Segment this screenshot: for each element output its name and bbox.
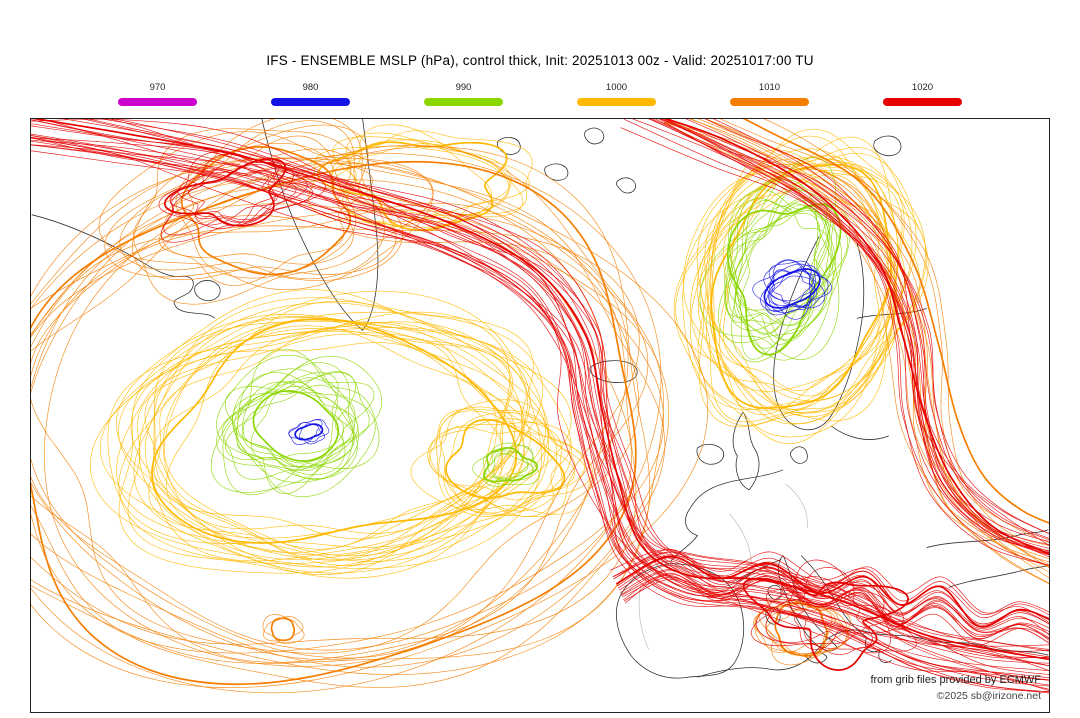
map-canvas — [31, 119, 1049, 694]
legend-swatch-970 — [118, 98, 197, 106]
legend-item-970: 970 — [118, 82, 197, 106]
legend-swatch-990 — [424, 98, 503, 106]
legend-swatch-1010 — [730, 98, 809, 106]
legend-item-1020: 1020 — [883, 82, 962, 106]
credits-copyright: ©2025 sb@irizone.net — [936, 690, 1041, 702]
chart-title: IFS - ENSEMBLE MSLP (hPa), control thick… — [266, 53, 814, 68]
legend-swatch-980 — [271, 98, 350, 106]
legend-label-1010: 1010 — [758, 82, 781, 93]
legend-label-990: 990 — [455, 82, 472, 93]
legend-label-980: 980 — [302, 82, 319, 93]
legend-label-1000: 1000 — [605, 82, 628, 93]
legend-swatch-1000 — [577, 98, 656, 106]
legend: 970 980 990 1000 1010 1020 — [118, 82, 962, 106]
legend-label-970: 970 — [149, 82, 166, 93]
ensemble-contours-layer — [31, 119, 1049, 694]
legend-label-1020: 1020 — [911, 82, 934, 93]
legend-item-1010: 1010 — [730, 82, 809, 106]
legend-swatch-1020 — [883, 98, 962, 106]
map-panel: from grib files provided by ECMWF ©2025 … — [30, 118, 1050, 713]
credits-source: from grib files provided by ECMWF — [870, 674, 1041, 686]
credits: from grib files provided by ECMWF ©2025 … — [870, 674, 1041, 702]
legend-item-990: 990 — [424, 82, 503, 106]
legend-item-980: 980 — [271, 82, 350, 106]
legend-item-1000: 1000 — [577, 82, 656, 106]
